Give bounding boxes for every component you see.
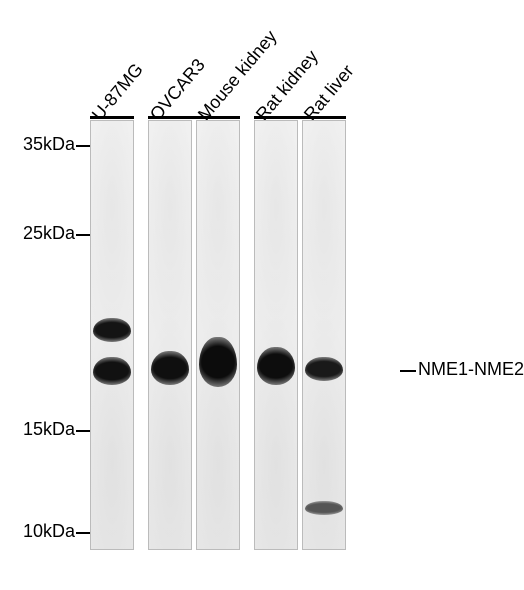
- lane-labels-region: U-87MGOVCAR3Mouse kidneyRat kidneyRat li…: [0, 0, 524, 120]
- group-head-2: [254, 116, 346, 119]
- mw-label-2: 15kDa: [0, 419, 75, 440]
- blot-figure: { "type":"western-blot", "dimensions":{"…: [0, 0, 524, 590]
- group-head-0: [90, 116, 134, 119]
- lane-2: [196, 120, 240, 550]
- lane-3: [254, 120, 298, 550]
- lane-bg-4: [303, 121, 345, 549]
- lane-0: [90, 120, 134, 550]
- band-2-0: [199, 337, 238, 387]
- band-0-1: [93, 357, 132, 385]
- mw-tick-2: [76, 430, 90, 432]
- band-4-0: [305, 357, 344, 381]
- lane-1: [148, 120, 192, 550]
- group-head-1: [148, 116, 240, 119]
- mw-tick-1: [76, 234, 90, 236]
- mw-label-1: 25kDa: [0, 223, 75, 244]
- lane-bg-1: [149, 121, 191, 549]
- mw-label-3: 10kDa: [0, 521, 75, 542]
- target-label: NME1-NME2: [418, 359, 524, 380]
- lane-bg-3: [255, 121, 297, 549]
- band-4-1: [305, 501, 344, 515]
- lane-bg-2: [197, 121, 239, 549]
- band-0-0: [93, 318, 132, 342]
- mw-label-0: 35kDa: [0, 134, 75, 155]
- band-1-0: [151, 351, 190, 385]
- mw-tick-3: [76, 532, 90, 534]
- target-tick: [400, 370, 416, 372]
- mw-tick-0: [76, 145, 90, 147]
- lane-4: [302, 120, 346, 550]
- band-3-0: [257, 347, 296, 385]
